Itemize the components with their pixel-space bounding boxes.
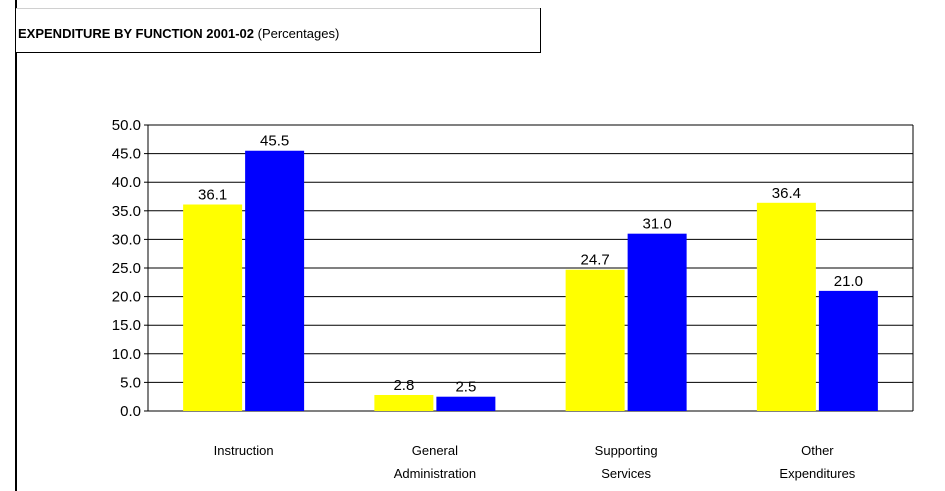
data-label: 36.1: [198, 187, 227, 204]
y-tick-label: 10.0: [112, 346, 141, 363]
y-tick-label: 5.0: [120, 374, 141, 391]
y-tick-label: 25.0: [112, 260, 141, 277]
bar: [756, 202, 816, 411]
category-label: Supporting: [595, 443, 658, 458]
bar: [565, 269, 625, 411]
category-labels: Instruction General Administration Supporti…: [214, 443, 856, 481]
chart-title-main: EXPENDITURE BY FUNCTION 2001-02: [18, 26, 254, 41]
category-label: General: [412, 443, 458, 458]
data-label: 24.7: [581, 252, 610, 269]
chart-title-subtitle: (Percentages): [257, 26, 340, 41]
bars: [183, 150, 878, 412]
bar: [436, 396, 496, 411]
data-label: 2.8: [393, 377, 414, 394]
y-tick-label: 45.0: [112, 146, 141, 163]
data-label: 36.4: [772, 185, 801, 202]
data-label: 31.0: [643, 216, 672, 233]
data-label: 2.5: [455, 379, 476, 396]
title-box-top-line: [16, 8, 540, 9]
y-tick-label: 0.0: [120, 403, 141, 420]
y-tick-label: 15.0: [112, 317, 141, 334]
data-label: 21.0: [834, 273, 863, 290]
data-label: 45.5: [260, 133, 289, 150]
category-label: Services: [601, 466, 651, 481]
frame-left-border: [15, 0, 17, 491]
y-tick-label: 50.0: [112, 117, 141, 134]
category-label: Administration: [394, 466, 476, 481]
category-label: Instruction: [214, 443, 274, 458]
bar: [818, 290, 878, 411]
y-tick-label: 40.0: [112, 174, 141, 191]
bar: [627, 233, 687, 411]
y-tick-label: 30.0: [112, 231, 141, 248]
y-tick-label: 35.0: [112, 203, 141, 220]
bar: [245, 150, 305, 412]
y-tick-label: 20.0: [112, 289, 141, 306]
category-label: Expenditures: [779, 466, 855, 481]
data-labels: 36.1 45.5 2.8 2.5 24.7 31.0 36.4 21.0: [198, 133, 863, 396]
bar: [183, 204, 243, 411]
title-box: [16, 8, 541, 53]
y-tick-labels: 0.0 5.0 10.0 15.0 20.0 25.0 30.0 35.0 40.0 45.0 50…: [112, 117, 141, 420]
bar: [374, 394, 434, 411]
category-label: Other: [801, 443, 834, 458]
chart-title: EXPENDITURE BY FUNCTION 2001-02 (Percent…: [18, 26, 339, 41]
